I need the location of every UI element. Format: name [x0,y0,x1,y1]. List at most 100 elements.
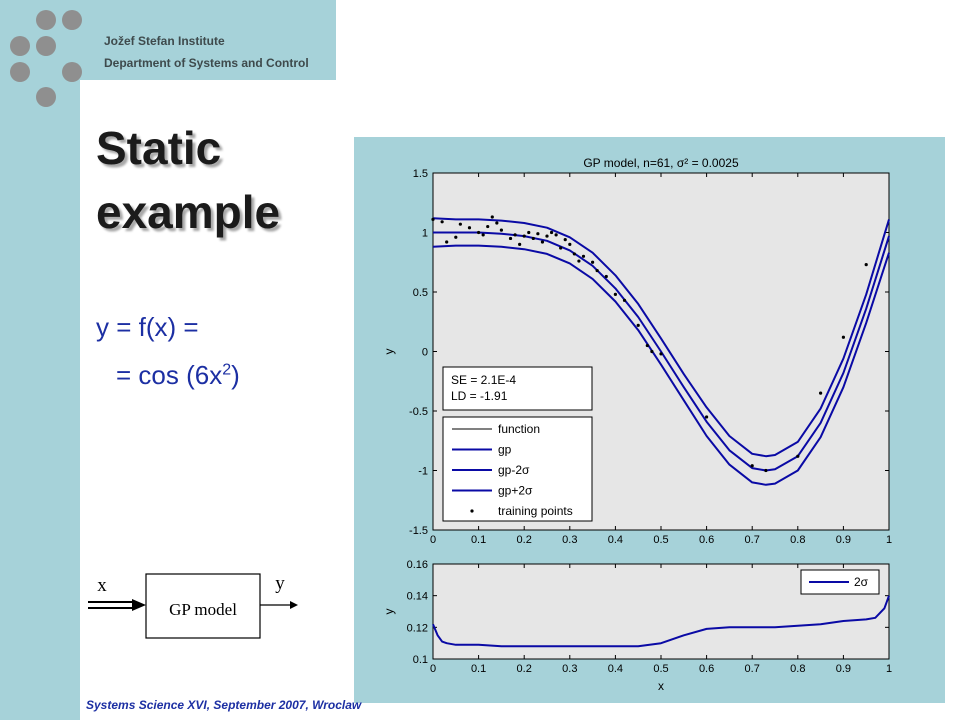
main-x-tick-label: 1 [886,534,892,546]
sub-x-tick-label: 0.2 [517,663,532,675]
institute-logo [10,10,82,107]
slide-title-line-1: Static [96,122,222,174]
training-point [613,292,617,296]
training-point [591,260,595,264]
training-point [554,233,558,237]
main-y-tick-label: 1.5 [413,168,428,180]
training-point [431,217,435,222]
output-arrow-head [290,601,298,609]
series-line-2 [433,231,890,472]
sub-x-tick-label: 0.5 [653,663,668,675]
main-y-tick-label: 0.5 [413,287,428,299]
gp-model-box [145,573,261,639]
input-arrow-head [132,599,146,611]
training-point [764,468,768,473]
training-point [518,242,522,246]
main-x-tick-label: 0.1 [471,534,486,546]
slide-header-band [0,0,336,80]
sub-y-axis-label: y [382,609,396,615]
main-y-tick-label: -0.5 [409,406,428,418]
sub-x-tick-label: 0.7 [745,663,760,675]
training-point [796,454,800,458]
training-point [540,240,545,244]
legend-entry-label: training points [498,504,573,518]
sub-y-tick-label: 0.16 [407,559,428,571]
training-point [581,254,586,258]
training-point [636,323,640,327]
department-name: Department of Systems and Control [104,56,309,70]
main-x-tick-label: 0.6 [699,534,714,546]
sub-x-tick-label: 0.1 [471,663,486,675]
stats-annotation-line: LD = -1.91 [451,389,508,403]
training-point [864,263,868,267]
training-point [454,235,458,239]
slide-title-line-2: example [96,186,281,238]
sub-x-tick-label: 0 [430,663,436,675]
training-point [750,464,754,468]
sub-x-axis-label: x [658,679,664,693]
main-y-tick-label: -1.5 [409,525,428,537]
main-x-tick-label: 0.5 [653,534,668,546]
training-point [549,230,554,235]
main-x-tick-label: 0.3 [562,534,577,546]
slide-footer: Systems Science XVI, September 2007, Wro… [86,698,362,712]
gp-chart-panel: 0 0.1 0.2 0.3 0.4 0.5 0.6 0.7 0.8 0.9 1 -1.5 -1 -0.5 0… [354,137,945,703]
gp-plots: 0 0.1 0.2 0.3 0.4 0.5 0.6 0.7 0.8 0.9 1 -1.5 -1 -0.5 0… [382,156,892,693]
training-point [572,252,576,256]
training-point [531,236,535,241]
legend-entry-label: function [498,422,540,436]
diagram-input-label: x [97,575,107,596]
training-point [841,335,845,339]
training-point [568,242,572,246]
training-point [513,233,517,237]
training-point [705,415,709,419]
sub-x-tick-label: 0.8 [790,663,805,675]
training-point [508,236,513,241]
sigma-series-line [432,595,890,648]
training-point [495,221,499,225]
training-point [490,215,494,219]
institute-name: Jožef Stefan Institute [104,34,225,48]
training-point [819,391,823,395]
series-line-3 [432,244,890,486]
main-x-tick-label: 0.9 [836,534,851,546]
equation-line-2-suffix: ) [231,360,240,390]
main-y-axis-label: y [382,349,396,355]
equation-exponent: 2 [222,361,232,379]
training-point [577,259,581,263]
main-x-tick-label: 0.4 [608,534,623,546]
main-y-tick-label: -1 [418,466,428,478]
equation-line-2-prefix: = cos (6x [116,360,223,390]
sub-x-tick-label: 0.9 [836,663,851,675]
gp-block-diagram: GP model x y [88,573,298,639]
legend-entry-label: gp-2σ [498,463,530,477]
main-chart-title: GP model, n=61, σ² = 0.0025 [583,156,739,170]
equation-line-2: = cos (6x2) [116,360,240,391]
training-point [481,233,485,237]
training-point [445,240,449,244]
sub-legend-label: 2σ [854,575,869,589]
training-point [440,220,444,224]
training-point [458,222,462,226]
training-point [563,238,567,242]
training-point [486,224,490,229]
main-y-tick-label: 1 [422,228,428,240]
sub-y-tick-label: 0.14 [407,591,428,603]
training-point [645,343,649,348]
stats-annotation-box [442,366,593,411]
stats-annotation-line: SE = 2.1E-4 [451,373,516,387]
training-point [659,352,663,356]
sub-x-tick-label: 0.6 [699,663,714,675]
main-y-tick-label: 0 [422,347,428,359]
training-point [650,349,654,354]
equation-line-1: y = f(x) = [96,312,199,342]
training-point [477,230,481,235]
slide-title: Static example [96,116,280,244]
sub-x-tick-label: 0.4 [608,663,623,675]
training-point [604,274,608,279]
sub-x-tick-label: 0.3 [562,663,577,675]
training-point [622,298,627,302]
training-point [527,230,531,235]
main-x-tick-label: 0.2 [517,534,532,546]
training-point [559,246,563,250]
